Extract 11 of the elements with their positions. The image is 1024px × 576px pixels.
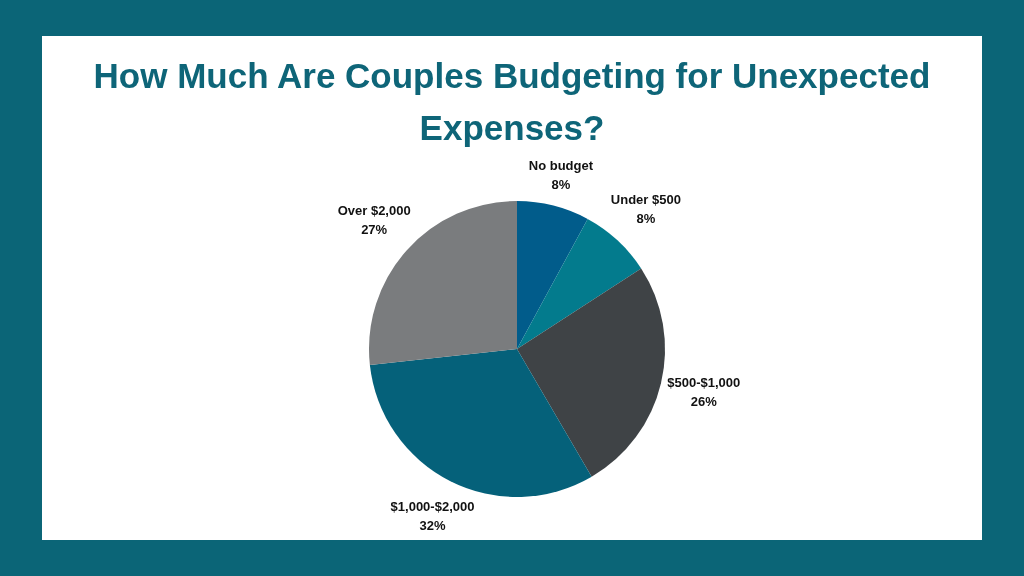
- data-label: 8%: [551, 177, 571, 193]
- slice-label: Under $500: [610, 191, 681, 207]
- data-label: 26%: [690, 394, 718, 410]
- data-label: 8%: [636, 210, 656, 226]
- slice-label: $500-$1,000: [667, 375, 741, 391]
- slice-label: Over $2,000: [337, 202, 411, 218]
- data-label: 32%: [419, 517, 446, 533]
- slice-label: $1,000-$2,000: [390, 498, 475, 514]
- data-label: 27%: [361, 221, 388, 237]
- slice-label: No budget: [528, 158, 594, 174]
- chart-title: How Much Are Couples Budgeting for Unexpected Expenses?: [92, 55, 932, 149]
